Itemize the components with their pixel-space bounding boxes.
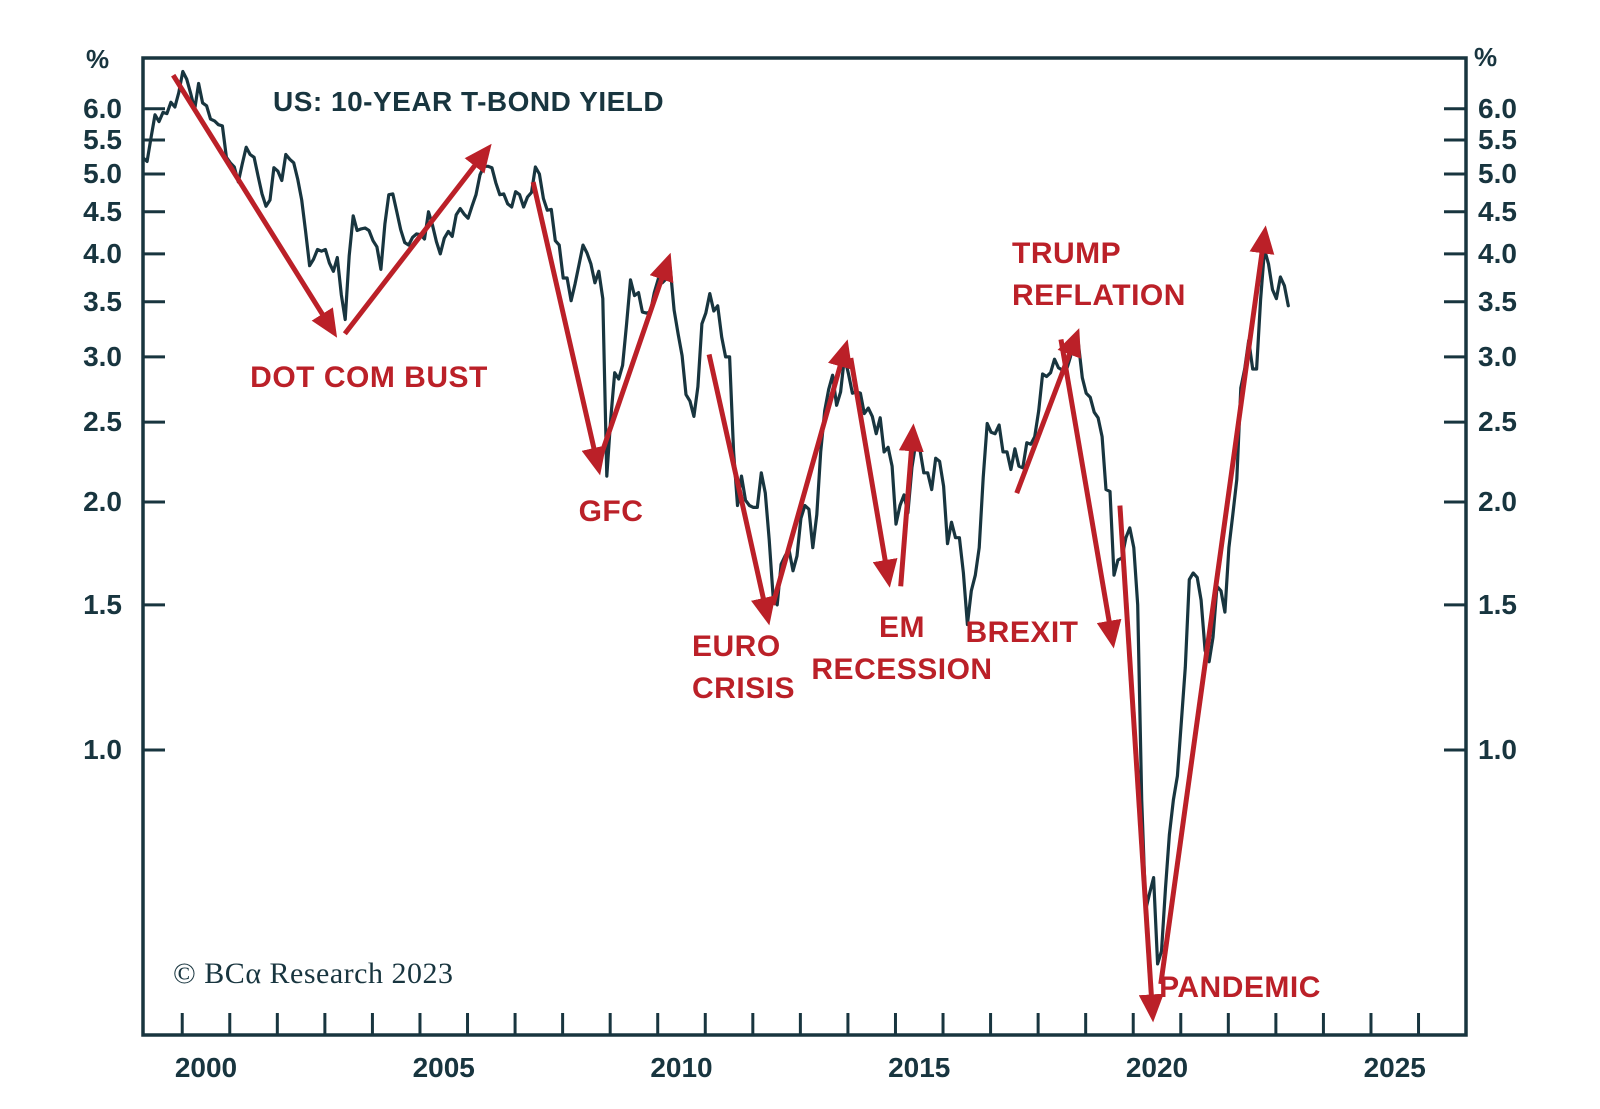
event-arrow-taper-up [770, 339, 853, 606]
annotation-pandemic: PANDEMIC [1159, 971, 1321, 1004]
event-arrow-gfc-down [530, 181, 607, 476]
x-axis-label: 2015 [888, 1052, 951, 1083]
event-arrow-rebound-up [898, 423, 924, 587]
event-arrow-euro-down [706, 353, 776, 626]
x-axis-label: 2010 [650, 1052, 713, 1083]
annotation-gfc: GFC [578, 495, 644, 528]
y-axis-label: 5.0 [83, 158, 122, 190]
y-axis-label: 2.5 [1478, 406, 1517, 438]
y-axis-label: 6.0 [1478, 92, 1517, 124]
x-axis-label: 2000 [174, 1052, 238, 1083]
plot-border [141, 56, 1468, 1037]
annotation-em-recession: EM RECESSION [811, 611, 993, 686]
y-axis-label: 5.5 [83, 123, 122, 155]
x-axis-label: 2020 [1125, 1052, 1189, 1083]
event-arrow-slowdown-down [1058, 338, 1122, 649]
event-arrow-trump-up [1014, 328, 1082, 495]
event-arrow-post-gfc-up [598, 252, 674, 456]
y-axis-label: 3.0 [1478, 340, 1517, 372]
chart-title: US: 10-YEAR T-BOND YIELD [273, 86, 665, 117]
y-axis-label: 4.5 [1478, 195, 1517, 227]
x-axis-label: 2005 [412, 1052, 475, 1083]
y-axis-label: 1.0 [1478, 734, 1517, 765]
y-axis-label: 2.5 [83, 406, 122, 438]
y-axis-label: 5.0 [1478, 158, 1517, 190]
y-axis-unit-left: % [86, 44, 110, 74]
y-axis-label: 5.5 [1478, 123, 1517, 155]
yield-line [143, 69, 1290, 966]
event-arrow-dotcom-down [171, 73, 338, 338]
annotation-trump-reflation: TRUMP REFLATION [1012, 237, 1186, 312]
y-axis-label: 3.5 [1478, 285, 1517, 317]
y-axis-label: 4.0 [83, 237, 122, 269]
y-axis-label: 4.5 [83, 195, 122, 227]
x-axis-label: 2025 [1363, 1052, 1426, 1083]
y-axis-label: 4.0 [1478, 237, 1517, 269]
y-axis-label: 3.5 [83, 285, 122, 317]
event-arrow-pandemic-down [1117, 505, 1164, 1023]
annotation-brexit: BREXIT [965, 616, 1079, 649]
annotation-euro-crisis: EURO CRISIS [692, 630, 796, 705]
y-axis-label: 1.5 [1478, 588, 1517, 620]
y-axis-label: 3.0 [83, 340, 122, 372]
y-axis-label: 2.0 [1478, 485, 1517, 517]
y-axis-label: 1.5 [83, 588, 122, 620]
copyright: © BCα Research 2023 [173, 957, 454, 990]
event-arrow-recovery-up [342, 143, 492, 336]
y-axis-unit-right: % [1474, 42, 1498, 72]
event-arrow-inflation-up [1158, 225, 1275, 985]
annotation-dot-com-bust: DOT COM BUST [250, 361, 488, 394]
y-axis-label: 2.0 [83, 485, 122, 517]
event-arrow-em-down [848, 357, 898, 588]
y-axis-label: 1.0 [83, 734, 122, 765]
y-axis-label: 6.0 [83, 92, 122, 124]
